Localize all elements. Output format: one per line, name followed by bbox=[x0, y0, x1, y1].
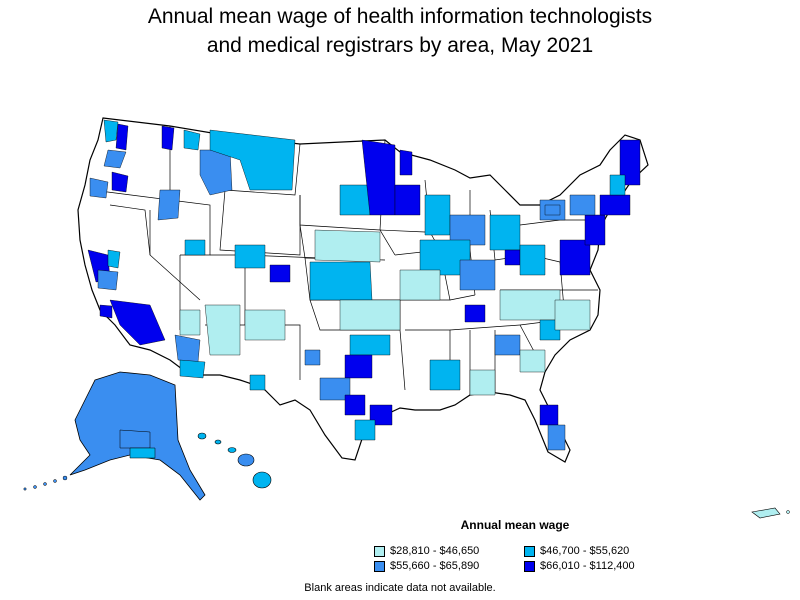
map-title: Annual mean wage of health information t… bbox=[0, 2, 800, 60]
legend-item-1: $28,810 - $46,650 bbox=[374, 545, 479, 557]
footnote: Blank areas indicate data not available. bbox=[304, 582, 496, 594]
shaded-areas bbox=[87, 119, 641, 451]
legend-label-2: $46,700 - $55,620 bbox=[540, 545, 630, 557]
legend-swatch-2 bbox=[524, 545, 535, 557]
alaska-region-south bbox=[129, 447, 156, 459]
puerto-rico-islet bbox=[786, 510, 790, 514]
aleutian-islands bbox=[23, 475, 68, 491]
legend-item-2: $46,700 - $55,620 bbox=[524, 545, 629, 557]
legend-swatch-3 bbox=[374, 560, 385, 572]
legend-swatch-4 bbox=[524, 560, 535, 572]
legend-label-1: $28,810 - $46,650 bbox=[390, 545, 480, 557]
legend-item-3: $55,660 - $65,890 bbox=[374, 560, 479, 572]
alaska-region bbox=[119, 429, 151, 449]
legend-label-3: $55,660 - $65,890 bbox=[390, 560, 480, 572]
map-title-line-1: Annual mean wage of health information t… bbox=[147, 5, 653, 28]
legend-label-4: $66,010 - $112,400 bbox=[540, 560, 635, 572]
legend-swatch-1 bbox=[374, 545, 385, 557]
puerto-rico bbox=[751, 507, 781, 519]
hawaii bbox=[197, 432, 272, 489]
legend-title: Annual mean wage bbox=[460, 518, 570, 532]
legend-item-4: $66,010 - $112,400 bbox=[524, 560, 635, 572]
map-title-line-2: and medical registrars by area, May 2021 bbox=[206, 34, 594, 57]
